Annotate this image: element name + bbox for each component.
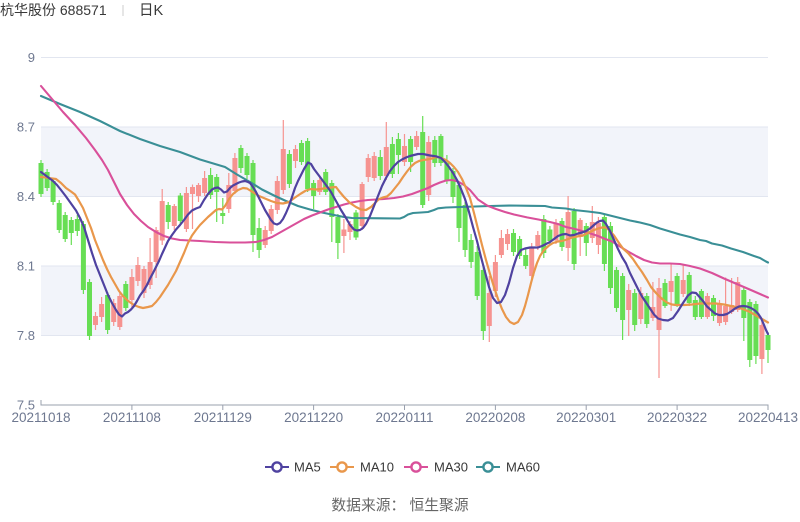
svg-text:20220301: 20220301 — [556, 410, 616, 425]
svg-text:20211108: 20211108 — [103, 410, 161, 425]
svg-text:20220111: 20220111 — [375, 410, 433, 425]
svg-text:20220322: 20220322 — [647, 410, 707, 425]
svg-text:20220208: 20220208 — [465, 410, 525, 425]
svg-text:9: 9 — [28, 50, 35, 65]
svg-text:8.1: 8.1 — [17, 259, 35, 274]
svg-text:20211220: 20211220 — [284, 410, 343, 425]
svg-text:7.5: 7.5 — [17, 398, 35, 413]
svg-text:日K: 日K — [139, 3, 163, 19]
svg-text:杭华股份 688571: 杭华股份 688571 — [0, 2, 107, 18]
svg-text:MA60: MA60 — [506, 460, 540, 475]
svg-text:20211129: 20211129 — [194, 410, 252, 425]
svg-text:MA30: MA30 — [434, 460, 468, 475]
svg-text:7.8: 7.8 — [17, 328, 35, 343]
svg-text:8.7: 8.7 — [17, 120, 35, 135]
svg-text:20220413: 20220413 — [738, 410, 798, 425]
svg-text:8.4: 8.4 — [17, 189, 35, 204]
svg-text:数据来源： 恒生聚源: 数据来源： 恒生聚源 — [331, 497, 468, 514]
svg-text:MA10: MA10 — [360, 460, 394, 475]
svg-text:MA5: MA5 — [294, 460, 321, 475]
svg-text:20211018: 20211018 — [11, 410, 70, 425]
